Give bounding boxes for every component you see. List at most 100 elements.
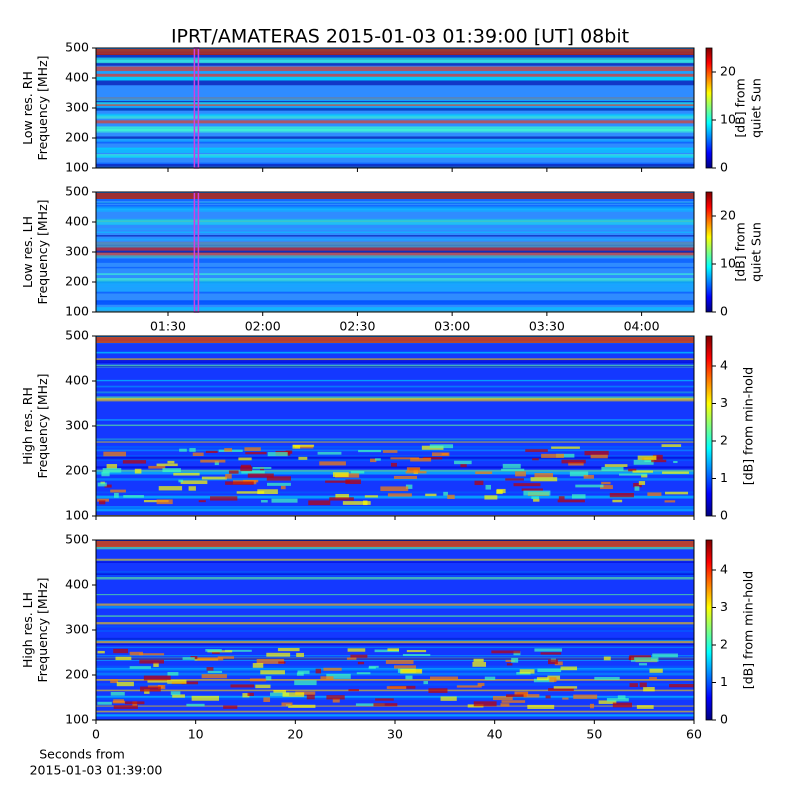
spectrogram-burst xyxy=(240,464,251,468)
spectrogram-burst xyxy=(139,653,165,656)
spectrogram-burst xyxy=(523,490,551,496)
spectrogram-burst xyxy=(326,673,351,679)
spectrogram-burst xyxy=(598,700,617,704)
spectrogram-band xyxy=(96,541,694,547)
spectrogram-stripe xyxy=(96,100,694,103)
spectrogram-burst xyxy=(358,449,382,453)
spectrogram-burst xyxy=(612,702,633,708)
spectrogram-stripe xyxy=(96,606,694,608)
spectrogram-burst xyxy=(356,672,371,675)
spectrogram-burst xyxy=(292,445,301,449)
spectrogram-burst xyxy=(294,445,314,449)
spectrogram-burst xyxy=(573,694,598,699)
spectrogram-stripe xyxy=(96,603,694,606)
spectrogram-burst xyxy=(242,693,250,698)
colorbar-label: [dB] from min-hold xyxy=(741,571,756,689)
spectrogram-burst xyxy=(541,453,564,458)
spectrogram-burst xyxy=(386,686,407,689)
spectrogram-burst xyxy=(440,696,457,701)
spectrogram-stripe xyxy=(96,80,694,86)
spectrogram-burst xyxy=(652,653,678,658)
spectrogram-burst xyxy=(405,675,413,680)
spectrogram-stripe xyxy=(96,506,694,509)
spectrogram-burst xyxy=(265,676,272,681)
spectrogram-stripe xyxy=(96,419,694,421)
spectrogram-burst xyxy=(201,476,227,480)
spectrogram-burst xyxy=(186,703,205,707)
spectrogram-burst xyxy=(505,659,515,662)
spectrogram-stripe xyxy=(96,202,694,205)
spectrogram-burst xyxy=(638,663,648,666)
spectrogram-stripe xyxy=(96,385,694,388)
spectrogram-burst xyxy=(491,650,521,654)
spectrogram-burst xyxy=(496,489,503,495)
spectrogram-burst xyxy=(198,500,206,503)
y-axis-label: Frequency [MHz] xyxy=(35,199,50,304)
spectrogram-burst xyxy=(281,702,293,706)
spectrogram-burst xyxy=(609,492,634,498)
spectrogram-stripe xyxy=(96,300,694,305)
spectrogram-burst xyxy=(548,688,574,691)
spectrogram-stripe xyxy=(96,695,694,698)
spectrogram-burst xyxy=(207,670,223,674)
spectrogram-burst xyxy=(422,457,443,460)
spectrogram-stripe xyxy=(96,495,694,498)
spectrogram-burst xyxy=(652,454,663,460)
x-tick-label: 04:00 xyxy=(624,319,660,334)
spectrogram-stripe xyxy=(96,310,694,312)
spectrogram-burst xyxy=(393,475,418,479)
spectrogram-stripe xyxy=(96,278,694,283)
x-tick-label: 30 xyxy=(387,727,403,742)
spectrogram-stripe xyxy=(96,380,694,382)
spectrogram-burst xyxy=(346,657,357,660)
spectrogram-stripe xyxy=(96,629,694,633)
spectrogram-burst xyxy=(583,474,594,479)
spectrogram-burst xyxy=(634,486,640,491)
spectrogram-burst xyxy=(662,471,689,474)
spectrogram-stripe xyxy=(96,57,694,64)
spectrogram-burst xyxy=(124,701,145,705)
spectrogram-burst xyxy=(387,648,400,652)
spectrogram-stripe xyxy=(96,571,694,574)
spectrogram-burst xyxy=(477,682,485,686)
spectrogram-burst xyxy=(511,657,519,663)
spectrogram-burst xyxy=(641,474,648,478)
spectrogram-stripe xyxy=(96,466,694,469)
spectrogram-burst xyxy=(400,668,423,674)
spectrogram-stripe xyxy=(96,669,694,672)
spectrogram-burst xyxy=(153,662,159,667)
spectrogram-burst xyxy=(364,495,378,498)
x-tick-label: 03:30 xyxy=(529,319,565,334)
spectrogram-burst xyxy=(425,493,437,497)
colorbar-label: [dB] from xyxy=(733,222,748,281)
spectrogram-stripe xyxy=(96,655,694,657)
spectrogram-burst xyxy=(410,457,432,462)
y-tick-label: 500 xyxy=(65,328,89,343)
spectrogram-stripe xyxy=(96,714,694,717)
y-tick-label: 300 xyxy=(65,100,89,115)
spectrogram-burst xyxy=(673,460,678,464)
spectrogram-burst xyxy=(249,678,267,682)
y-tick-label: 100 xyxy=(65,160,89,175)
spectrogram-stripe xyxy=(96,615,694,617)
spectrogram-burst xyxy=(584,450,609,456)
spectrogram-burst xyxy=(575,484,604,488)
colorbar-tick-label: 20 xyxy=(720,208,736,223)
y-tick-label: 500 xyxy=(65,184,89,199)
spectrogram-burst xyxy=(245,451,267,455)
y-tick-label: 400 xyxy=(65,577,89,592)
spectrogram-burst xyxy=(308,500,331,506)
spectrogram-burst xyxy=(533,678,555,683)
spectrogram-burst xyxy=(225,474,232,479)
spectrogram-stripe xyxy=(96,710,694,713)
spectrogram-burst xyxy=(170,691,181,696)
spectrogram-burst xyxy=(123,495,144,498)
spectrogram-stripe xyxy=(96,561,694,563)
y-tick-label: 400 xyxy=(65,214,89,229)
spectrogram-burst xyxy=(493,696,513,701)
spectrogram-burst xyxy=(282,692,305,697)
spectrogram-stripe xyxy=(96,698,694,700)
spectrogram-stripe xyxy=(96,622,694,625)
y-tick-label: 100 xyxy=(65,304,89,319)
spectrogram-burst xyxy=(374,649,399,653)
